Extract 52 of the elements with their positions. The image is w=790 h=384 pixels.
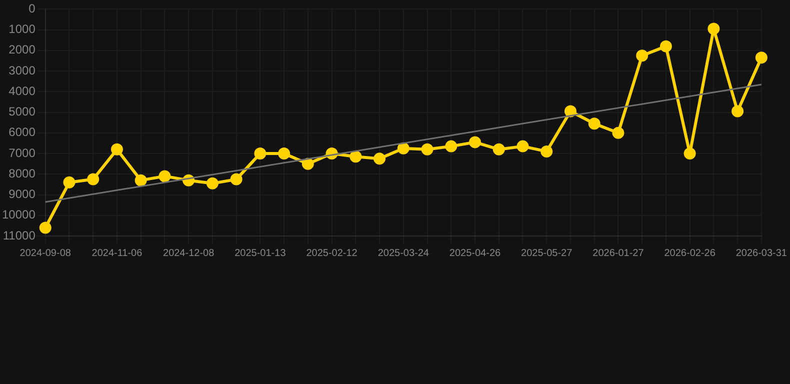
point [421,143,434,156]
point [39,222,52,234]
x-tick-label: 2024-09-08 [20,248,72,259]
point [397,142,410,154]
point [350,150,362,163]
y-tick-label: 2000 [8,42,36,57]
point [708,22,720,35]
y-tick-label: 8000 [8,166,36,180]
y-tick-label: 7000 [8,146,36,160]
point [469,136,481,148]
y-tick-label: 1000 [8,22,36,36]
y-tick-label: 11000 [2,228,36,242]
point [564,105,576,118]
point [684,148,696,160]
x-tick-label: 2025-01-13 [234,248,286,259]
x-tick-label: 2026-02-26 [664,248,716,259]
point [612,126,624,139]
x-tick-label: 2025-02-12 [306,248,358,259]
y-tick-label: 10000 [2,208,36,222]
point [158,170,171,182]
point [540,145,553,158]
point [110,143,123,156]
x-tick-label: 2025-05-27 [521,248,573,259]
point [374,152,386,165]
point [660,40,672,52]
point [732,105,744,118]
x-tick-label: 2026-01-27 [592,248,644,259]
y-tick-label: 9000 [8,187,36,202]
y-tick-label: 5000 [8,104,36,119]
point [206,177,218,190]
point [134,174,147,186]
point [87,173,100,186]
y-tick-label: 6000 [8,125,36,140]
x-tick-label: 2024-12-08 [163,248,215,259]
x-tick-label: 2024-11-06 [92,248,143,259]
point [230,173,242,186]
point [445,140,458,152]
point [636,50,648,62]
point [278,148,290,160]
point [588,118,600,130]
point [516,140,529,152]
point [492,143,505,156]
y-tick-label: 4000 [8,84,36,98]
x-tick-label: 2025-04-26 [449,248,502,259]
x-tick-label: 2026-03-31 [736,248,788,259]
point [254,148,266,160]
point [755,52,768,64]
y-tick-label: 0 [28,2,36,16]
point [302,158,314,170]
y-tick-label: 3000 [8,63,36,78]
point [63,176,76,188]
x-tick-label: 2025-03-24 [378,248,430,259]
